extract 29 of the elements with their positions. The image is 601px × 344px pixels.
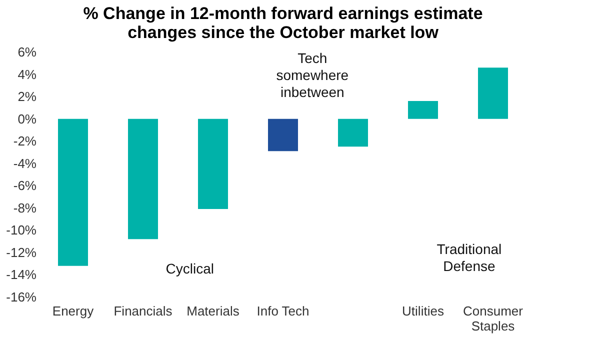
y-tick-label: -12% bbox=[6, 244, 37, 260]
bar bbox=[128, 118, 158, 240]
y-tick-label: -10% bbox=[6, 222, 37, 238]
y-tick-label: -4% bbox=[13, 156, 37, 171]
bar bbox=[478, 68, 508, 119]
bar bbox=[58, 118, 88, 266]
y-tick-label: 4% bbox=[18, 66, 37, 82]
y-tick-label: -14% bbox=[6, 267, 37, 282]
x-tick-label: Financials bbox=[114, 304, 173, 318]
x-tick-label: Materials bbox=[186, 304, 240, 318]
y-tick-label: 0% bbox=[18, 111, 37, 126]
bar bbox=[408, 101, 438, 119]
x-tick-label: Utilities bbox=[402, 304, 444, 318]
y-tick-label: -16% bbox=[6, 290, 37, 304]
y-tick-label: 2% bbox=[18, 89, 37, 104]
bar bbox=[338, 118, 368, 147]
bar bbox=[198, 118, 228, 210]
bar bbox=[268, 118, 298, 152]
x-tick-label: Consumer Staples bbox=[463, 304, 524, 334]
annotation: Cyclical bbox=[166, 260, 214, 277]
chart-title: % Change in 12-month forward earnings estimate changes since the October market low bbox=[83, 4, 483, 42]
annotation: Traditional Defense bbox=[436, 241, 502, 274]
y-tick-label: -8% bbox=[13, 200, 37, 216]
y-tick-label: -2% bbox=[13, 134, 37, 149]
y-tick-label: 6% bbox=[18, 44, 37, 60]
annotation: Tech somewhere inbetween bbox=[276, 50, 349, 100]
x-tick-label: Energy bbox=[52, 304, 94, 318]
y-tick-label: -6% bbox=[13, 178, 37, 194]
x-tick-label: Info Tech bbox=[256, 304, 310, 318]
